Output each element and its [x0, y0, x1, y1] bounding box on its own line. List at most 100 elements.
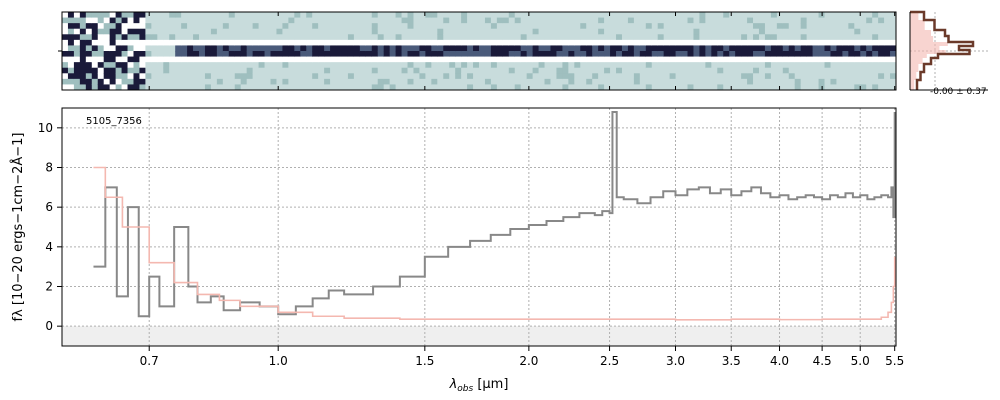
- heatmap-cell: [318, 78, 325, 85]
- heatmap-cell: [824, 84, 831, 90]
- heatmap-cell: [431, 73, 438, 80]
- heatmap-cell: [73, 39, 81, 46]
- heatmap-cell: [830, 12, 837, 19]
- heatmap-cell: [604, 45, 611, 52]
- heatmap-cell: [764, 23, 772, 30]
- heatmap-cell: [407, 34, 414, 41]
- heatmap-cell: [705, 34, 712, 41]
- heatmap-cell: [401, 51, 409, 58]
- heatmap-cell: [890, 17, 896, 24]
- heatmap-cell: [806, 78, 814, 85]
- heatmap-cell: [157, 62, 164, 69]
- heatmap-cell: [73, 28, 81, 35]
- heatmap-cell: [741, 56, 748, 63]
- heatmap-cell: [770, 73, 778, 80]
- heatmap-cell: [556, 73, 563, 80]
- heatmap-cell: [252, 28, 260, 35]
- heatmap-cell: [91, 73, 99, 80]
- heatmap-cell: [776, 67, 784, 74]
- heatmap-cell: [67, 12, 75, 19]
- heatmap-cell: [359, 78, 367, 85]
- heatmap-cell: [729, 34, 736, 41]
- heatmap-cell: [169, 78, 176, 85]
- heatmap-cell: [347, 12, 355, 19]
- heatmap-cell: [336, 67, 343, 74]
- heatmap-cell: [544, 28, 551, 35]
- heatmap-cell: [723, 67, 730, 74]
- heatmap-cell: [610, 23, 617, 30]
- heatmap-cell: [490, 78, 498, 85]
- heatmap-cell: [663, 34, 671, 41]
- heatmap-cell: [663, 67, 671, 74]
- heatmap-cell: [62, 67, 69, 74]
- heatmap-cell: [616, 62, 623, 69]
- heatmap-cell: [353, 84, 361, 90]
- heatmap-cell: [538, 62, 546, 69]
- heatmap-cell: [723, 73, 730, 80]
- heatmap-cell: [97, 17, 105, 24]
- heatmap-cell: [443, 12, 450, 19]
- heatmap-cell: [663, 28, 671, 35]
- heatmap-cell: [508, 67, 516, 74]
- heatmap-cell: [705, 39, 712, 46]
- heatmap-cell: [85, 12, 93, 19]
- heatmap-cell: [592, 73, 599, 80]
- heatmap-cell: [753, 28, 760, 35]
- heatmap-cell: [222, 62, 230, 69]
- heatmap-cell: [252, 62, 260, 69]
- heatmap-cell: [449, 78, 456, 85]
- heatmap-cell: [246, 12, 254, 19]
- heatmap-cell: [240, 28, 248, 35]
- heatmap-cell: [621, 84, 629, 90]
- heatmap-cell: [830, 17, 837, 24]
- heatmap-cell: [639, 23, 647, 30]
- heatmap-cell: [794, 45, 802, 52]
- heatmap-cell: [145, 67, 152, 74]
- heatmap-cell: [717, 73, 724, 80]
- heatmap-cell: [479, 28, 486, 35]
- heatmap-cell: [651, 73, 659, 80]
- heatmap-cell: [389, 45, 397, 52]
- heatmap-cell: [151, 84, 158, 90]
- heatmap-cell: [806, 45, 814, 52]
- heatmap-cell: [860, 78, 867, 85]
- heatmap-cell: [139, 56, 146, 63]
- heatmap-cell: [735, 73, 742, 80]
- heatmap-cell: [312, 84, 319, 90]
- heatmap-cell: [175, 17, 182, 24]
- heatmap-cell: [318, 51, 325, 58]
- heatmap-cell: [467, 51, 474, 58]
- heatmap-cell: [764, 56, 772, 63]
- heatmap-cell: [187, 56, 194, 63]
- heatmap-cell: [264, 17, 271, 24]
- heatmap-cell: [580, 73, 587, 80]
- heatmap-cell: [824, 23, 831, 30]
- heatmap-cell: [830, 39, 837, 46]
- heatmap-cell: [282, 56, 289, 63]
- heatmap-cell: [341, 39, 349, 46]
- heatmap-cell: [300, 12, 307, 19]
- heatmap-cell: [169, 12, 176, 19]
- heatmap-cell: [586, 84, 593, 90]
- heatmap-cell: [222, 34, 230, 41]
- heatmap-cell: [717, 84, 724, 90]
- heatmap-cell: [210, 73, 218, 80]
- heatmap-cell: [62, 34, 69, 41]
- heatmap-cell: [514, 67, 522, 74]
- spectrum-2d-ticks: [58, 12, 896, 90]
- heatmap-cell: [133, 45, 140, 52]
- heatmap-cell: [663, 73, 671, 80]
- heatmap-cell: [318, 45, 325, 52]
- heatmap-cell: [467, 23, 474, 30]
- heatmap-cell: [836, 84, 843, 90]
- heatmap-cell: [467, 62, 474, 69]
- heatmap-cell: [479, 78, 486, 85]
- heatmap-cell: [359, 39, 367, 46]
- heatmap-cell: [91, 17, 99, 24]
- heatmap-cell: [371, 51, 379, 58]
- heatmap-cell: [103, 78, 111, 85]
- profile-data-line: [910, 10, 975, 90]
- heatmap-cell: [276, 56, 283, 63]
- heatmap-cell: [294, 67, 301, 74]
- heatmap-cell: [258, 34, 266, 41]
